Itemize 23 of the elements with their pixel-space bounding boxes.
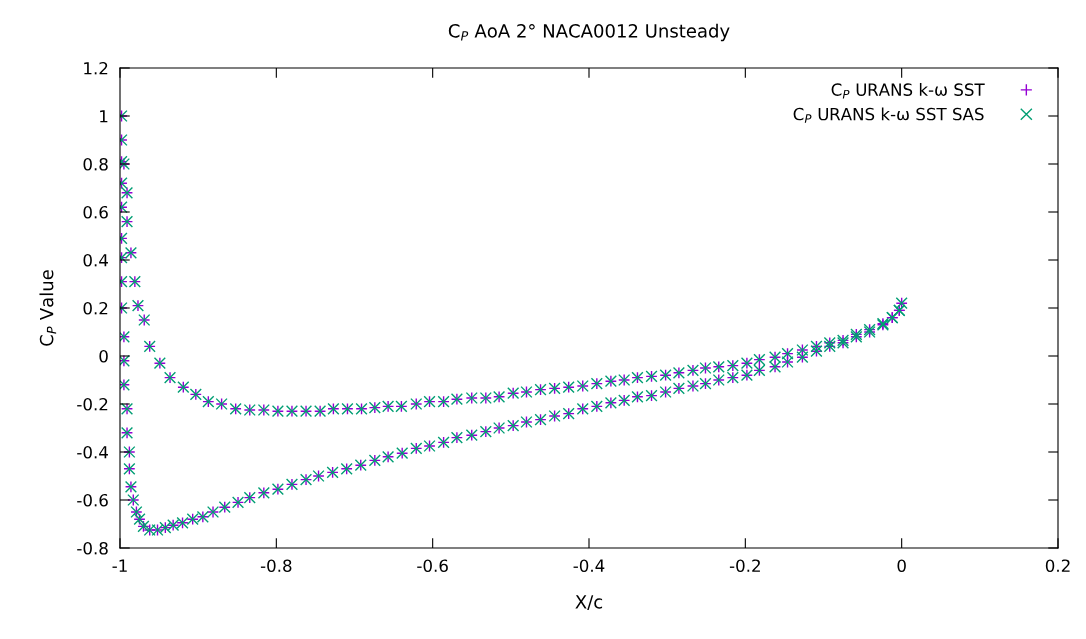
y-tick-label: -0.4 [77, 445, 108, 459]
x-tick-label: -0.4 [573, 559, 605, 573]
x-tick-label: -0.2 [729, 559, 760, 573]
y-tick-label: 0 [99, 349, 108, 363]
y-axis-title: C$_{P}$ Value [39, 270, 57, 346]
y-tick-label: 0.8 [83, 157, 108, 171]
legend-label: C$_{P}$ URANS k-ω SST [831, 83, 985, 99]
x-tick-label: 0.2 [1045, 559, 1070, 573]
y-tick-label: 0.4 [83, 253, 108, 267]
y-tick-label: -0.2 [77, 397, 108, 411]
x-tick-label: 0 [897, 559, 906, 573]
y-tick-label: 1 [100, 110, 108, 123]
legend-label: C$_{P}$ URANS k-ω SST SAS [793, 107, 984, 123]
x-tick-label: -1 [112, 559, 127, 572]
x-tick-label: -0.8 [260, 559, 292, 573]
y-tick-label: -0.8 [77, 541, 108, 555]
y-tick-label: -0.6 [77, 493, 108, 507]
y-tick-label: 0.6 [83, 205, 108, 219]
chart-title: C$_{P}$ AoA 2° NACA0012 Unsteady [448, 23, 730, 42]
x-axis-title: X/c [575, 595, 603, 611]
y-tick-label: 1.2 [84, 61, 108, 75]
y-tick-label: 0.2 [83, 301, 108, 315]
x-tick-label: -0.6 [417, 559, 448, 573]
